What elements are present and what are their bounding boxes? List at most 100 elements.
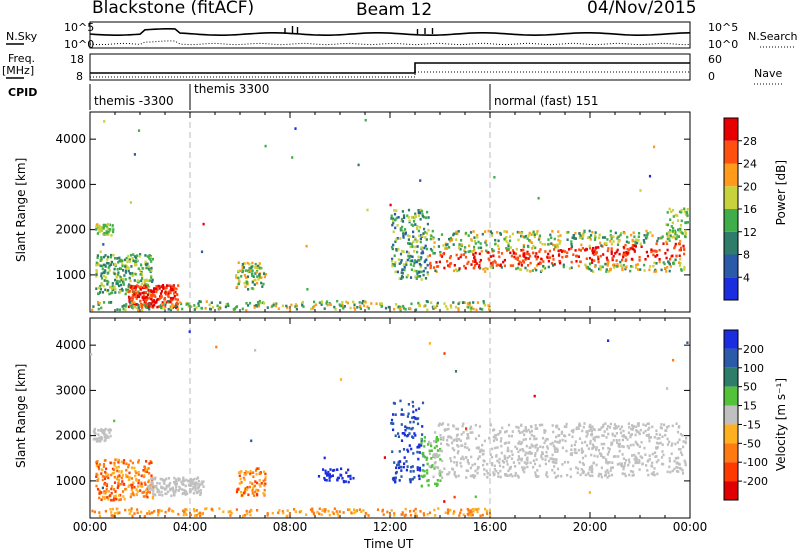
vel-data-cell (476, 471, 479, 475)
vel-data-cell (305, 513, 308, 516)
power-data-cell (578, 232, 581, 235)
power-data-cell (505, 235, 508, 239)
vel-data-cell (546, 447, 549, 450)
vel-data-cell (144, 470, 147, 473)
power-data-cell (507, 248, 510, 251)
vel-data-cell (264, 472, 267, 476)
vel-data-cell (467, 509, 470, 512)
power-data-cell (96, 254, 99, 257)
power-data-cell (535, 257, 538, 261)
power-data-cell (487, 229, 490, 233)
power-data-cell (393, 209, 396, 212)
vel-data-cell (579, 473, 582, 477)
power-data-cell (168, 290, 171, 293)
power-data-cell (436, 301, 439, 305)
vel-data-cell (148, 471, 151, 475)
vel-data-cell (175, 482, 178, 486)
power-data-cell (281, 304, 284, 308)
power-data-cell (541, 242, 544, 246)
power-data-cell (244, 285, 247, 288)
power-data-cell (497, 247, 500, 251)
power-data-cell (551, 230, 554, 233)
power-data-cell (323, 307, 326, 310)
power-data-cell (683, 265, 686, 269)
power-data-cell (418, 226, 421, 229)
power-data-cell (459, 255, 462, 259)
power-data-cell (435, 304, 439, 308)
power-data-cell (479, 307, 482, 311)
vel-data-cell (412, 452, 415, 455)
vel-data-cell (433, 467, 436, 470)
power-data-cell (472, 307, 475, 311)
power-data-cell (600, 244, 603, 247)
vel-data-cell (99, 491, 103, 494)
power-data-cell (566, 251, 569, 255)
vel-data-cell (397, 432, 400, 435)
vel-data-cell (105, 488, 108, 491)
vel-data-cell (248, 485, 251, 489)
vel-data-cell (410, 427, 413, 431)
vel-data-cell (243, 514, 246, 517)
vel-data-cell (638, 459, 641, 462)
power-data-cell (588, 229, 591, 233)
power-data-cell (479, 258, 482, 262)
vel-data-cell (629, 435, 632, 439)
vel-data-cell (185, 478, 188, 482)
vel-data-cell (526, 465, 529, 469)
power-data-cell (657, 237, 660, 240)
vel-data-cell (551, 453, 554, 457)
power-data-cell (161, 284, 165, 287)
vel-data-cell (618, 439, 621, 442)
power-data-cell (554, 244, 557, 247)
vel-data-cell (446, 473, 449, 476)
vel-data-cell (114, 458, 117, 461)
vel-data-cell (183, 490, 186, 493)
vel-data-cell (578, 437, 582, 440)
vel-data-cell (131, 514, 134, 518)
vel-data-cell (650, 464, 653, 468)
power-data-cell (133, 153, 136, 156)
power-data-cell (425, 232, 429, 235)
power-data-cell (507, 244, 510, 248)
power-data-cell (117, 273, 120, 276)
vel-data-cell (117, 484, 120, 488)
power-data-cell (536, 230, 539, 233)
vel-data-cell (525, 444, 528, 448)
vel-data-cell (426, 472, 429, 475)
power-data-cell (527, 264, 530, 267)
power-data-cell (137, 290, 140, 294)
vel-data-cell (98, 489, 101, 493)
vel-data-cell (605, 461, 608, 464)
vel-data-cell (447, 427, 450, 431)
power-data-cell (160, 303, 163, 306)
vel-data-cell (677, 462, 680, 466)
power-data-cell (484, 239, 487, 243)
vel-data-cell (530, 452, 533, 455)
vel-data-cell (126, 475, 129, 478)
vel-data-cell (483, 460, 486, 463)
power-data-cell (446, 243, 449, 246)
vel-data-cell (97, 477, 100, 480)
vel-data-cell (570, 451, 573, 455)
vel-data-cell (552, 430, 555, 434)
vel-data-cell (93, 510, 96, 514)
power-data-cell (118, 256, 121, 260)
vel-data-cell (503, 442, 506, 445)
power-data-cell (165, 292, 168, 296)
vel-data-cell (470, 511, 473, 514)
power-data-cell (476, 236, 479, 239)
vel-data-cell (242, 476, 245, 480)
vel-data-cell (192, 478, 196, 481)
power-data-cell (170, 286, 173, 289)
power-data-cell (684, 229, 687, 233)
vel-data-cell (518, 457, 521, 461)
power-data-cell (505, 240, 508, 243)
power-data-cell (585, 248, 588, 251)
vel-data-cell (599, 473, 603, 476)
power-data-cell (477, 240, 480, 244)
vel-data-cell (523, 433, 526, 437)
vel-data-cell (235, 490, 239, 494)
vel-data-cell (461, 424, 464, 428)
power-data-cell (616, 243, 620, 246)
power-data-cell (457, 302, 460, 306)
